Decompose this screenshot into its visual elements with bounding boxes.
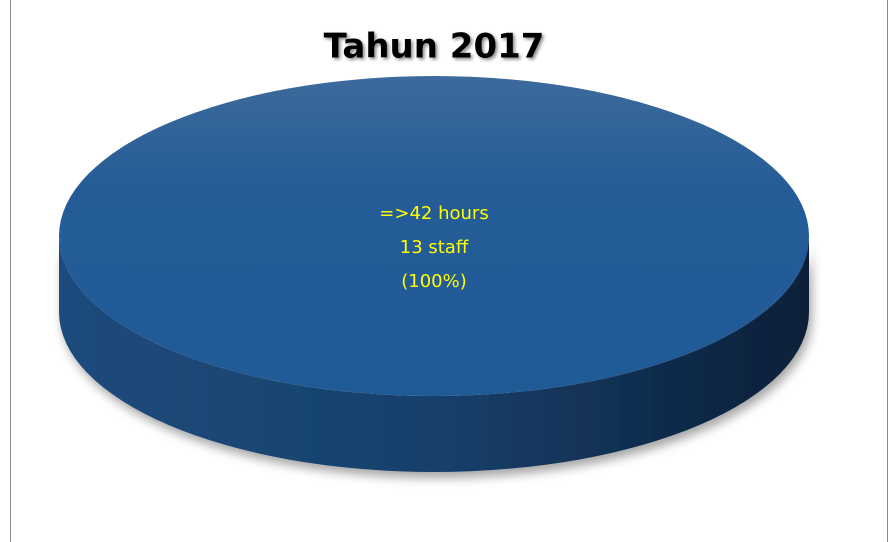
data-label: 13 staff: [400, 237, 469, 258]
data-label: (100%): [401, 271, 467, 292]
data-label: =>42 hours: [379, 203, 488, 224]
pie-slice: [59, 76, 809, 396]
chart-title: Tahun 2017: [324, 27, 545, 67]
pie-side: [59, 236, 809, 472]
